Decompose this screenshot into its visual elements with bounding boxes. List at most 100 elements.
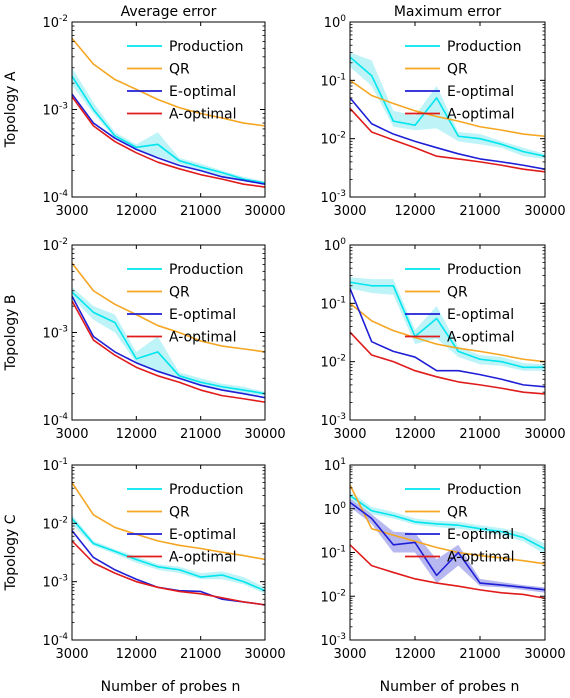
x-tick-label: 30000 [524,647,565,662]
band-production [350,491,545,555]
series-line-a-optimal [72,540,265,606]
y-tick-label: 10-2 [42,14,68,31]
y-tick-label: 10-2 [42,237,68,254]
y-tick-label: 10-2 [320,354,346,371]
axes-frame [349,21,546,198]
y-tick-label: 10-1 [320,545,346,562]
band-production [350,52,545,159]
legend: Production QR E-optimal A-optimal [127,39,243,123]
x-tick-label: 30000 [244,204,285,219]
series-line-a-optimal [350,331,545,395]
x-axis-label: Number of probes n [380,679,520,695]
legend-label-production: Production [169,262,243,278]
x-tick-label: 21000 [459,204,500,219]
chart-C-avg: 3000 12000 21000 30000 10-4 10-3 10-2 10-1 Produ… [42,457,285,695]
plot-area [350,52,545,173]
y-tick-label: 101 [324,457,346,474]
band-production [72,514,265,594]
legend: Production QR E-optimal A-optimal [405,39,521,123]
chart-A-avg: 3000 12000 21000 30000 10-4 10-3 10-2 Productio… [42,14,285,219]
y-tick-label: 10-1 [42,457,68,474]
y-tick-label: 10-3 [42,574,68,591]
plot-area [350,484,545,600]
legend: Production QR E-optimal A-optimal [127,482,243,566]
x-tick-label: 3000 [55,204,88,219]
legend-label-a-optimal: A-optimal [447,330,515,346]
column-title-maximum-error: Maximum error [394,4,502,20]
plot-area [350,277,545,395]
x-tick-label: 21000 [459,427,500,442]
y-tick-label: 10-4 [42,189,68,206]
legend-label-qr: QR [169,505,190,521]
legend-label-production: Production [447,262,521,278]
y-tick-label: 10-2 [320,131,346,148]
y-tick-label: 10-4 [42,632,68,649]
legend-label-production: Production [447,39,521,55]
x-tick-label: 21000 [180,427,221,442]
legend-label-e-optimal: E-optimal [169,84,236,100]
legend-label-e-optimal: E-optimal [447,84,514,100]
plot-area [72,262,265,403]
axes-frame [349,244,546,421]
series-line-e-optimal [350,288,545,388]
plot-area [72,37,265,188]
row-label-topology-b: Topology B [3,295,19,372]
series-line-a-optimal [350,107,545,173]
y-tick-label: 10-1 [320,295,346,312]
column-title-average-error: Average error [121,4,217,20]
y-tick-label: 100 [324,14,347,31]
series-line-qr [350,79,545,138]
series-line-production [350,281,545,369]
series-line-e-optimal [72,295,265,399]
legend-label-a-optimal: A-optimal [169,550,237,566]
axes-frame [71,464,266,641]
y-tick-label: 10-3 [320,189,346,206]
x-tick-label: 12000 [394,204,435,219]
y-tick-label: 10-3 [320,632,346,649]
x-tick-label: 12000 [394,427,435,442]
legend-label-e-optimal: E-optimal [169,307,236,323]
x-tick-label: 3000 [333,204,366,219]
legend-label-production: Production [447,482,521,498]
series-line-production [72,75,265,184]
x-axis-label: Number of probes n [101,679,241,695]
series-line-qr [350,302,545,363]
y-tick-label: 100 [324,237,347,254]
chart-B-avg: 3000 12000 21000 30000 10-4 10-3 10-2 Productio… [42,237,285,442]
x-tick-label: 30000 [244,427,285,442]
legend-label-a-optimal: A-optimal [169,330,237,346]
legend-label-qr: QR [447,285,468,301]
legend-label-qr: QR [447,62,468,78]
chart-A-max: 3000 12000 21000 30000 10-3 10-2 10-1 100 Produc… [320,14,565,219]
x-tick-label: 3000 [333,647,366,662]
legend-label-production: Production [169,39,243,55]
x-tick-label: 30000 [524,427,565,442]
band-e-optimal [350,498,545,593]
series-line-qr [72,482,265,561]
y-tick-label: 10-3 [320,412,346,429]
legend-label-e-optimal: E-optimal [169,527,236,543]
series-line-a-optimal [72,96,265,188]
legend-label-e-optimal: E-optimal [447,527,514,543]
x-tick-label: 21000 [459,647,500,662]
x-tick-label: 3000 [55,427,88,442]
y-tick-label: 100 [324,501,347,518]
chart-B-max: 3000 12000 21000 30000 10-3 10-2 10-1 100 Produc… [320,237,565,442]
x-tick-label: 12000 [116,204,157,219]
series-line-a-optimal [72,300,265,403]
series-line-e-optimal [350,97,545,170]
legend-label-qr: QR [447,505,468,521]
y-tick-label: 10-2 [42,515,68,532]
legend-label-e-optimal: E-optimal [447,307,514,323]
legend-label-qr: QR [169,285,190,301]
y-tick-label: 10-2 [320,588,346,605]
legend: Production QR E-optimal A-optimal [405,262,521,346]
legend-label-a-optimal: A-optimal [447,550,515,566]
series-line-production [350,494,545,550]
chart-C-max: 3000 12000 21000 30000 10-3 10-2 10-1 100 101 Pro… [320,457,565,695]
series-line-production [350,56,545,158]
x-tick-label: 3000 [333,427,366,442]
legend: Production QR E-optimal A-optimal [127,262,243,346]
series-line-e-optimal [350,501,545,591]
